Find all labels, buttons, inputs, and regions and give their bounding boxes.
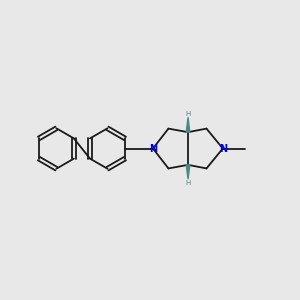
Text: N: N bbox=[149, 143, 157, 154]
Polygon shape bbox=[186, 117, 190, 132]
Polygon shape bbox=[186, 165, 190, 179]
Text: H: H bbox=[185, 111, 191, 117]
Text: N: N bbox=[219, 143, 227, 154]
Text: H: H bbox=[185, 180, 191, 186]
